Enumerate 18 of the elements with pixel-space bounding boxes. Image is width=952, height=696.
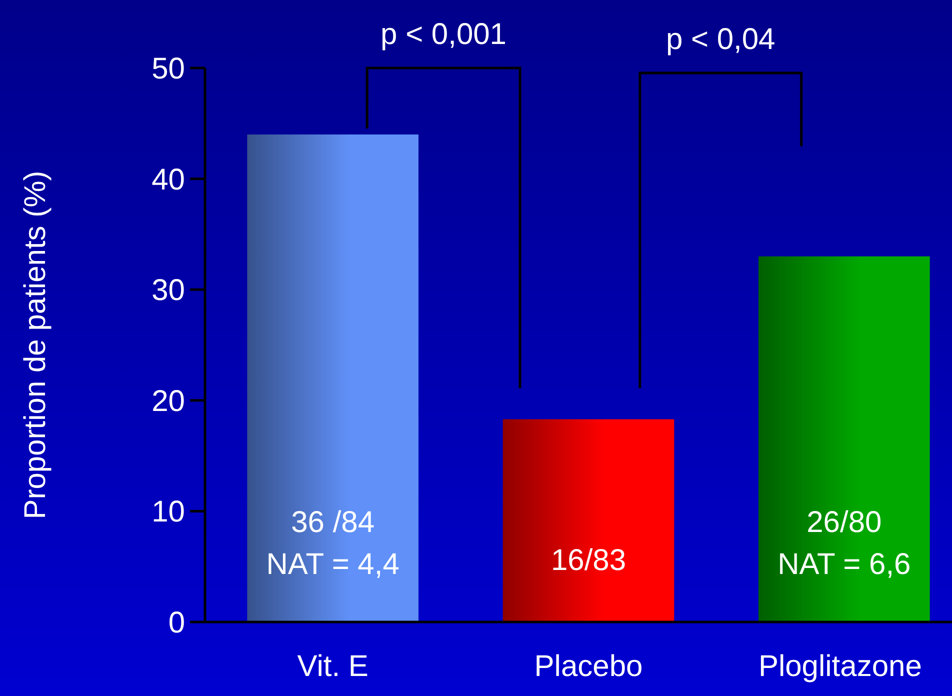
y-tick-label: 40 xyxy=(152,163,185,196)
annotation: 26/80 NAT = 6,6 xyxy=(778,506,911,581)
text: p < 0,001 xyxy=(380,18,507,51)
annotation: 16/83 xyxy=(550,544,626,577)
bar xyxy=(247,134,418,622)
y-tick-label: 20 xyxy=(152,384,185,418)
bar xyxy=(758,256,930,622)
bar xyxy=(502,419,674,622)
x-tick-label: Ploglitazone xyxy=(758,650,922,683)
y-tick-label: 0 xyxy=(168,606,185,640)
text: p < 0,04 xyxy=(666,23,776,56)
y-tick-label: 50 xyxy=(152,52,185,86)
x-tick-label: Vit. E xyxy=(297,650,368,683)
x-tick-label: Placebo xyxy=(534,650,643,683)
annotation: 36 /84 NAT = 4,4 xyxy=(266,506,400,581)
y-tick-label: 30 xyxy=(152,274,185,308)
y-axis-title: Proportion de patients (%) xyxy=(19,170,52,520)
y-tick-label: 10 xyxy=(152,496,185,529)
